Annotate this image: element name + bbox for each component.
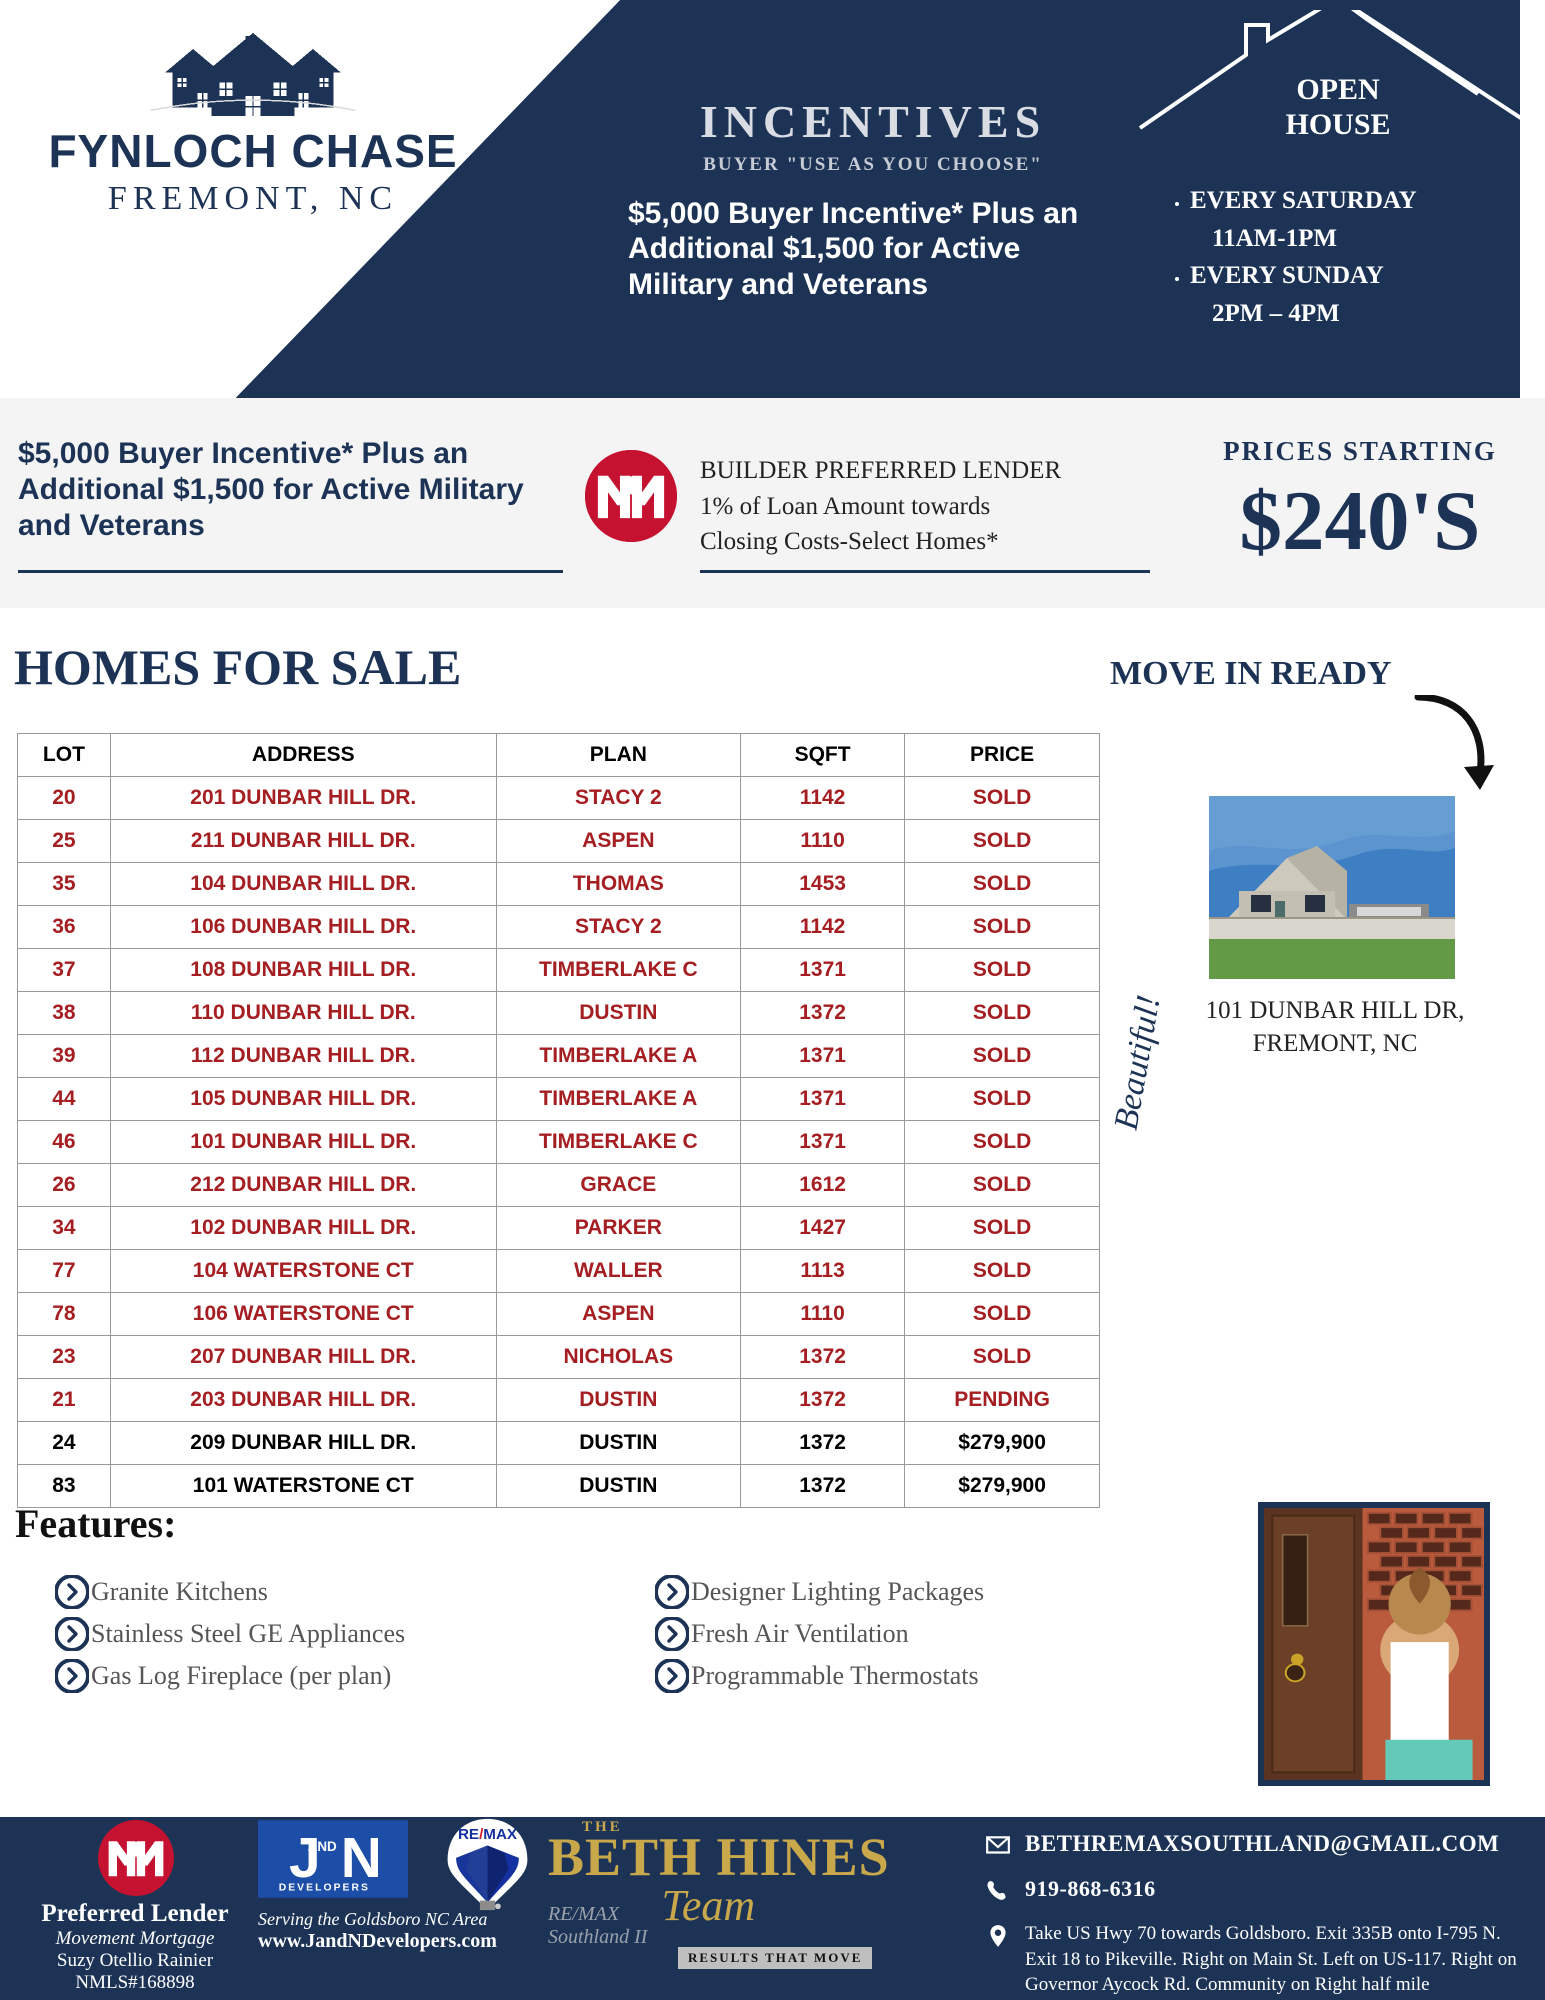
svg-text:AND: AND [308, 1839, 337, 1854]
svg-text:J: J [289, 1826, 321, 1890]
svg-text:RE/MAX: RE/MAX [458, 1826, 517, 1843]
svg-text:DEVELOPERS: DEVELOPERS [279, 1883, 370, 1894]
svg-text:N: N [341, 1826, 382, 1890]
